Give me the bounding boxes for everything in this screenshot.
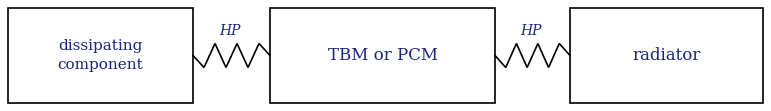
Bar [8,8,193,103]
Bar [270,8,495,103]
Text: TBM or PCM: TBM or PCM [328,47,437,64]
Text: HP: HP [219,24,241,38]
Bar [570,8,763,103]
Text: radiator: radiator [632,47,701,64]
Text: HP: HP [520,24,541,38]
Text: dissipating
component: dissipating component [58,39,143,72]
